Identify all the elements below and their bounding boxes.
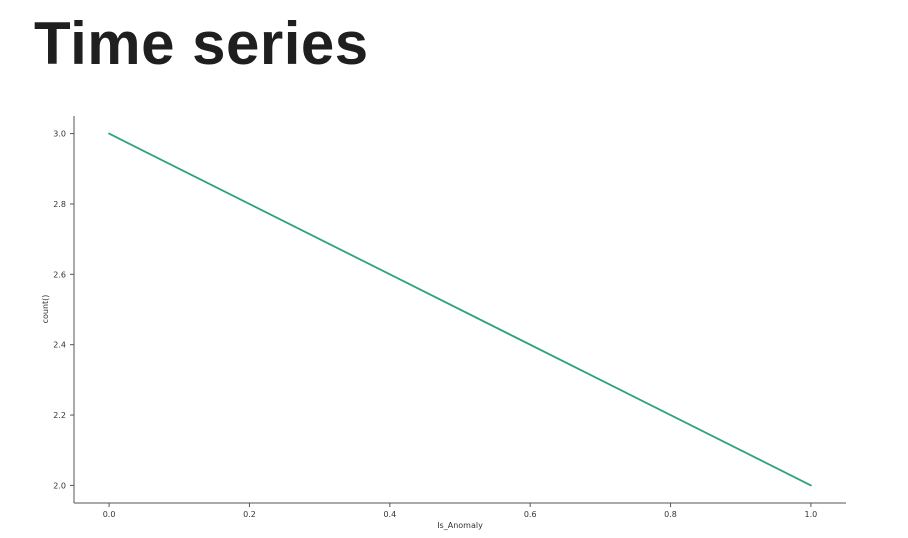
x-tick-label: 0.4 <box>383 510 396 519</box>
y-axis: 2.0 2.2 2.4 2.6 2.8 3.0 <box>53 116 75 503</box>
x-tick-label: 0.8 <box>664 510 677 519</box>
x-axis-label: Is_Anomaly <box>437 521 483 530</box>
x-axis: 0.0 0.2 0.4 0.6 0.8 1.0 <box>74 502 846 519</box>
series-line <box>108 132 812 487</box>
y-tick-label: 2.4 <box>53 341 66 350</box>
y-tick-label: 2.8 <box>53 200 66 209</box>
y-tick-label: 2.2 <box>53 411 66 420</box>
series-group <box>108 132 812 487</box>
page-title: Time series <box>34 10 369 77</box>
y-axis-label: count() <box>41 295 50 324</box>
x-tick-label: 0.0 <box>103 510 116 519</box>
y-tick-label: 2.0 <box>53 481 66 490</box>
y-tick-label: 2.6 <box>53 270 66 279</box>
y-tick-group: 2.0 2.2 2.4 2.6 2.8 3.0 <box>53 130 74 490</box>
y-tick-label: 3.0 <box>53 130 66 139</box>
x-tick-label: 0.2 <box>243 510 256 519</box>
x-tick-label: 0.6 <box>524 510 537 519</box>
x-tick-group: 0.0 0.2 0.4 0.6 0.8 1.0 <box>103 503 818 519</box>
x-tick-label: 1.0 <box>805 510 818 519</box>
